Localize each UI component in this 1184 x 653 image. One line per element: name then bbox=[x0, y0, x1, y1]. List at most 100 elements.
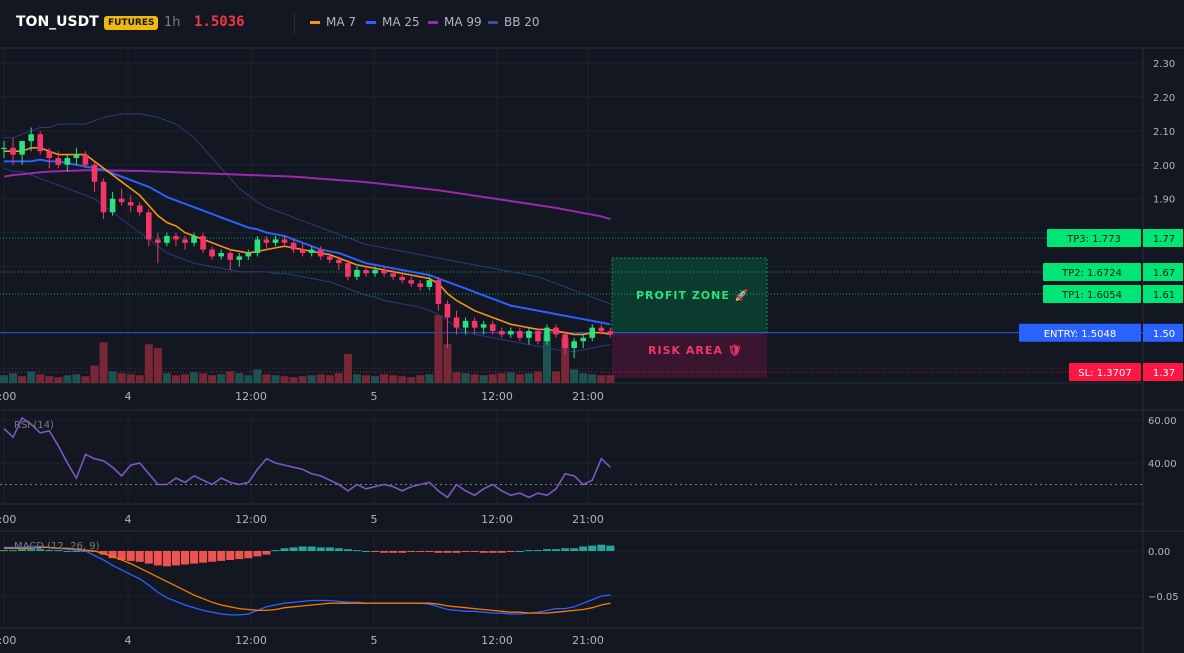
macd-histogram-bar bbox=[497, 551, 506, 553]
level-label-text: TP2: 1.6724 bbox=[1061, 268, 1122, 279]
volume-bar bbox=[588, 374, 597, 383]
macd-histogram-bar bbox=[606, 545, 615, 551]
level-badges: TP3: 1.773 1.77 TP2: 1.6724 1.67 TP1: 1.6054… bbox=[1019, 229, 1183, 381]
candle-body bbox=[589, 327, 596, 338]
volume-bar bbox=[199, 373, 208, 383]
candle-body bbox=[91, 164, 98, 182]
candle-body bbox=[55, 158, 62, 165]
time-tick-label: 2:00 bbox=[0, 390, 16, 403]
volume-bar bbox=[316, 374, 325, 383]
legend-label: MA 99 bbox=[444, 15, 482, 29]
level-label-text: SL: 1.3707 bbox=[1078, 368, 1131, 379]
candle-body bbox=[444, 303, 451, 318]
volume-bar bbox=[579, 373, 588, 383]
volume-bar bbox=[488, 374, 497, 383]
macd-histogram-bar bbox=[280, 548, 289, 551]
macd-histogram-bar bbox=[588, 545, 597, 551]
volume-bar bbox=[506, 372, 515, 383]
time-tick-label: 12:00 bbox=[235, 513, 267, 526]
macd-histogram-bar bbox=[570, 548, 579, 551]
legend-swatch-icon bbox=[428, 20, 438, 24]
macd-tick-label: −0.05 bbox=[1148, 592, 1179, 603]
macd-histogram-bar bbox=[488, 551, 497, 553]
macd-histogram-bar bbox=[461, 551, 470, 552]
candle-body bbox=[508, 331, 514, 335]
bb-lower-line bbox=[3, 167, 611, 352]
time-tick-label: 12:00 bbox=[235, 390, 267, 403]
macd-histogram-bar bbox=[253, 551, 262, 557]
candle-body bbox=[372, 269, 378, 274]
candle-body bbox=[526, 331, 532, 338]
macd-histogram-bar bbox=[72, 551, 81, 552]
legend-ma7[interactable]: MA 7 bbox=[310, 15, 356, 29]
toolbar-divider bbox=[294, 12, 295, 34]
volume-bar bbox=[135, 375, 144, 383]
legend-ma99[interactable]: MA 99 bbox=[428, 15, 482, 29]
candle-body bbox=[489, 324, 496, 332]
level-axis-badge bbox=[1143, 263, 1183, 281]
macd-histogram-bar bbox=[543, 549, 551, 551]
macd-histogram-bar bbox=[380, 551, 389, 553]
level-label-text: ENTRY: 1.5048 bbox=[1044, 329, 1117, 340]
level-label-text: TP1: 1.6054 bbox=[1061, 290, 1122, 301]
macd-histogram-bar bbox=[434, 551, 443, 553]
macd-histogram-bar bbox=[235, 551, 244, 560]
candle-body bbox=[82, 154, 89, 165]
volume-bar bbox=[289, 377, 298, 383]
candle-body bbox=[281, 239, 288, 243]
candle-body bbox=[562, 334, 568, 349]
rsi-line bbox=[3, 416, 611, 499]
volume-bar bbox=[552, 371, 561, 383]
volume-bar bbox=[434, 315, 443, 383]
macd-histogram-bar bbox=[470, 551, 479, 552]
time-tick-label: 12:00 bbox=[235, 634, 267, 647]
macd-histogram-bar bbox=[36, 549, 45, 551]
volume-bar bbox=[425, 374, 434, 383]
time-tick-label: 2:00 bbox=[0, 634, 16, 647]
volume-bar bbox=[352, 374, 361, 383]
volume-bar bbox=[533, 371, 542, 383]
legend-bb20[interactable]: BB 20 bbox=[488, 15, 540, 29]
time-tick-label: 5 bbox=[371, 390, 378, 403]
macd-histogram-bar bbox=[407, 551, 416, 552]
volume-bar bbox=[235, 373, 244, 383]
candle-body bbox=[263, 239, 270, 243]
time-tick-label: 12:00 bbox=[481, 390, 513, 403]
candle-body bbox=[173, 236, 179, 240]
volume-bar bbox=[208, 375, 217, 383]
macd-histogram-bar bbox=[479, 551, 488, 553]
candle-body bbox=[254, 239, 261, 254]
volume-bar bbox=[479, 375, 488, 383]
candle-body bbox=[308, 249, 315, 254]
profit-zone-label: PROFIT ZONE 🚀 bbox=[636, 289, 749, 302]
macd-histogram-bar bbox=[144, 551, 153, 564]
candle-body bbox=[28, 134, 34, 142]
legend-label: MA 25 bbox=[382, 15, 420, 29]
macd-histogram-bar bbox=[362, 551, 370, 552]
macd-histogram-bar bbox=[452, 551, 461, 553]
volume-bar bbox=[343, 353, 352, 383]
time-tick-label: 5 bbox=[371, 634, 378, 647]
legend-ma25[interactable]: MA 25 bbox=[366, 15, 420, 29]
risk-area-label: RISK AREA 🛡 bbox=[648, 344, 743, 357]
macd-histogram-bar bbox=[63, 551, 72, 552]
candle-body bbox=[245, 253, 252, 257]
volume-bar bbox=[181, 374, 189, 383]
symbol-name[interactable]: TON_USDT bbox=[16, 14, 99, 30]
candle-body bbox=[336, 259, 342, 264]
level-axis-badge bbox=[1143, 229, 1183, 247]
volume-bar bbox=[515, 374, 524, 383]
price-tick-label: 1.90 bbox=[1153, 195, 1175, 206]
level-axis-badge bbox=[1143, 323, 1183, 342]
macd-histogram-bar bbox=[18, 549, 27, 551]
timeframe-label[interactable]: 1h bbox=[164, 15, 181, 30]
level-label-badge bbox=[1043, 263, 1141, 281]
volume-bar bbox=[416, 375, 425, 383]
rsi-title: RSI (14) bbox=[14, 420, 54, 431]
volume-bar bbox=[380, 374, 389, 383]
volume-bar bbox=[190, 372, 199, 383]
macd-histogram-bar bbox=[271, 550, 280, 552]
legend-label: BB 20 bbox=[504, 15, 540, 29]
macd-histogram-bar bbox=[371, 551, 380, 552]
